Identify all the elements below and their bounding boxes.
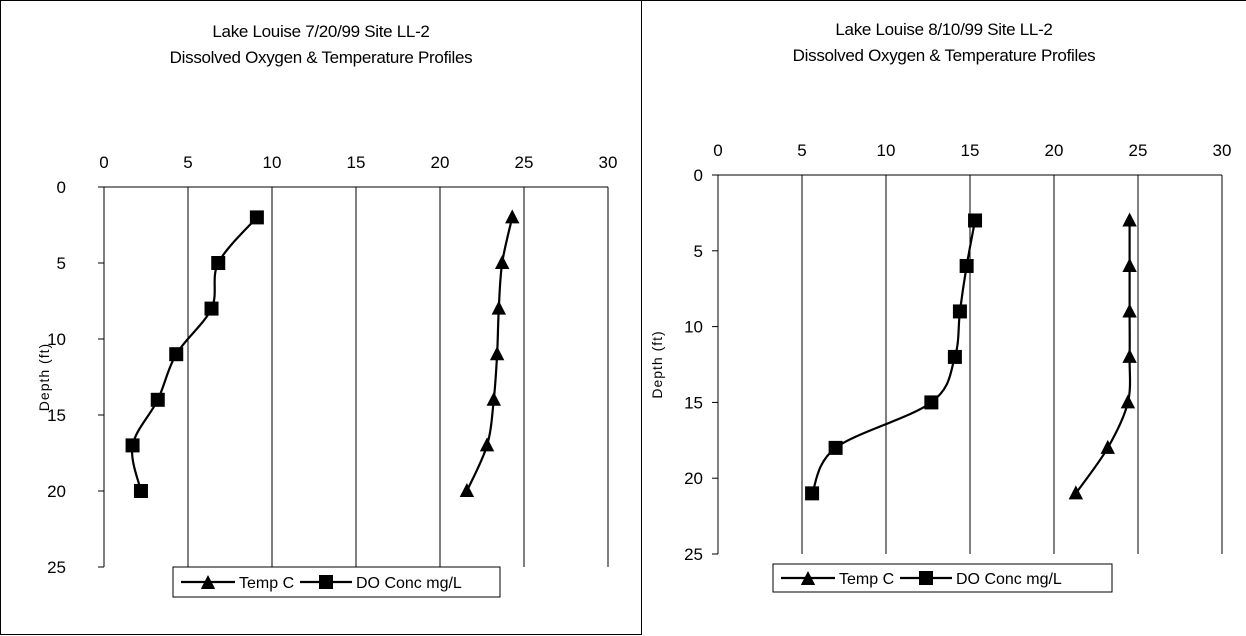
y-axis-title: Depth (ft) [36,343,52,411]
x-tick-label: 20 [1045,141,1064,160]
data-point-triangle [479,437,495,452]
data-point-triangle [491,300,506,315]
data-point-square [805,486,820,501]
data-point-triangle [486,391,501,406]
x-tick-label: 20 [431,153,450,172]
chart-panel-1: Lake Louise 7/20/99 Site LL-2 Dissolved … [0,0,642,635]
data-point-square [952,304,967,319]
legend-marker-triangle [200,575,216,589]
data-point-triangle [1122,212,1137,227]
legend-marker-square [919,571,933,585]
x-tick-label: 25 [1129,141,1148,160]
chart-svg: 0 5 10 15 20 25 30 0 5 10 15 20 25 Depth (ft) Temp C DO… [649,141,1232,593]
chart-title-line1: Lake Louise 8/10/99 Site LL-2 [835,20,1053,39]
y-tick-label: 10 [47,330,66,349]
legend-label-temp: Temp C [239,575,294,592]
data-point-triangle [1122,303,1137,318]
chart-title: Lake Louise 8/10/99 Site LL-2 Dissolved … [642,17,1246,69]
series-line-do [130,216,258,492]
data-point-triangle [1068,485,1084,500]
y-tick-label: 15 [47,406,66,425]
chart-title: Lake Louise 7/20/99 Site LL-2 Dissolved … [1,19,641,71]
y-tick-label: 20 [684,469,703,488]
data-point-square [169,347,184,362]
chart-subtitle: Dissolved Oxygen & Temperature Profiles [169,48,473,67]
data-point-triangle [489,346,505,361]
x-tick-label: 25 [515,153,534,172]
data-point-square [959,258,974,273]
x-tick-label: 15 [961,141,980,160]
x-tick-label: 15 [347,153,366,172]
data-point-square [204,301,219,316]
data-point-square [249,210,264,225]
data-point-square [125,438,140,453]
data-point-square [133,484,148,498]
data-point-triangle [459,483,475,497]
legend-label-do: DO Conc mg/L [356,575,462,592]
data-point-square [211,256,226,270]
y-tick-label: 25 [684,545,703,564]
chart-subtitle: Dissolved Oxygen & Temperature Profiles [792,46,1096,65]
data-point-square [150,392,165,407]
data-point-square [828,440,843,455]
y-tick-label: 5 [57,254,66,273]
chart-title-line1: Lake Louise 7/20/99 Site LL-2 [212,22,430,41]
data-point-square [968,213,983,228]
data-point-triangle [505,209,520,224]
data-point-square [924,395,939,410]
data-point-square [947,349,962,364]
data-point-triangle [1100,439,1115,454]
chart-panel-2: Lake Louise 8/10/99 Site LL-2 Dissolved … [642,0,1246,635]
y-tick-label: 0 [694,166,703,185]
legend-marker-triangle [800,571,816,585]
y-tick-label: 5 [694,242,703,261]
x-tick-label: 0 [713,141,722,160]
y-tick-label: 0 [57,178,66,197]
x-tick-label: 0 [99,153,108,172]
x-tick-label: 10 [877,141,896,160]
legend-label-temp: Temp C [839,571,894,588]
legend-marker-square [319,575,333,589]
x-tick-label: 5 [797,141,806,160]
legend-label-do: DO Conc mg/L [956,571,1062,588]
chart-svg: 0 5 10 15 20 25 30 0 5 10 15 20 25 Depth (ft) Temp C DO… [36,153,618,598]
x-tick-label: 30 [599,153,618,172]
y-axis-title: Depth (ft) [649,330,665,398]
y-tick-label: 15 [684,393,703,412]
x-tick-label: 5 [183,153,192,172]
x-tick-label: 10 [263,153,282,172]
y-tick-label: 25 [47,558,66,577]
data-point-triangle [494,255,510,269]
x-tick-label: 30 [1213,141,1232,160]
y-tick-label: 20 [47,482,66,501]
data-point-triangle [1120,394,1136,409]
data-point-triangle [1122,257,1137,272]
data-point-triangle [1122,348,1137,363]
y-tick-label: 10 [684,318,703,337]
